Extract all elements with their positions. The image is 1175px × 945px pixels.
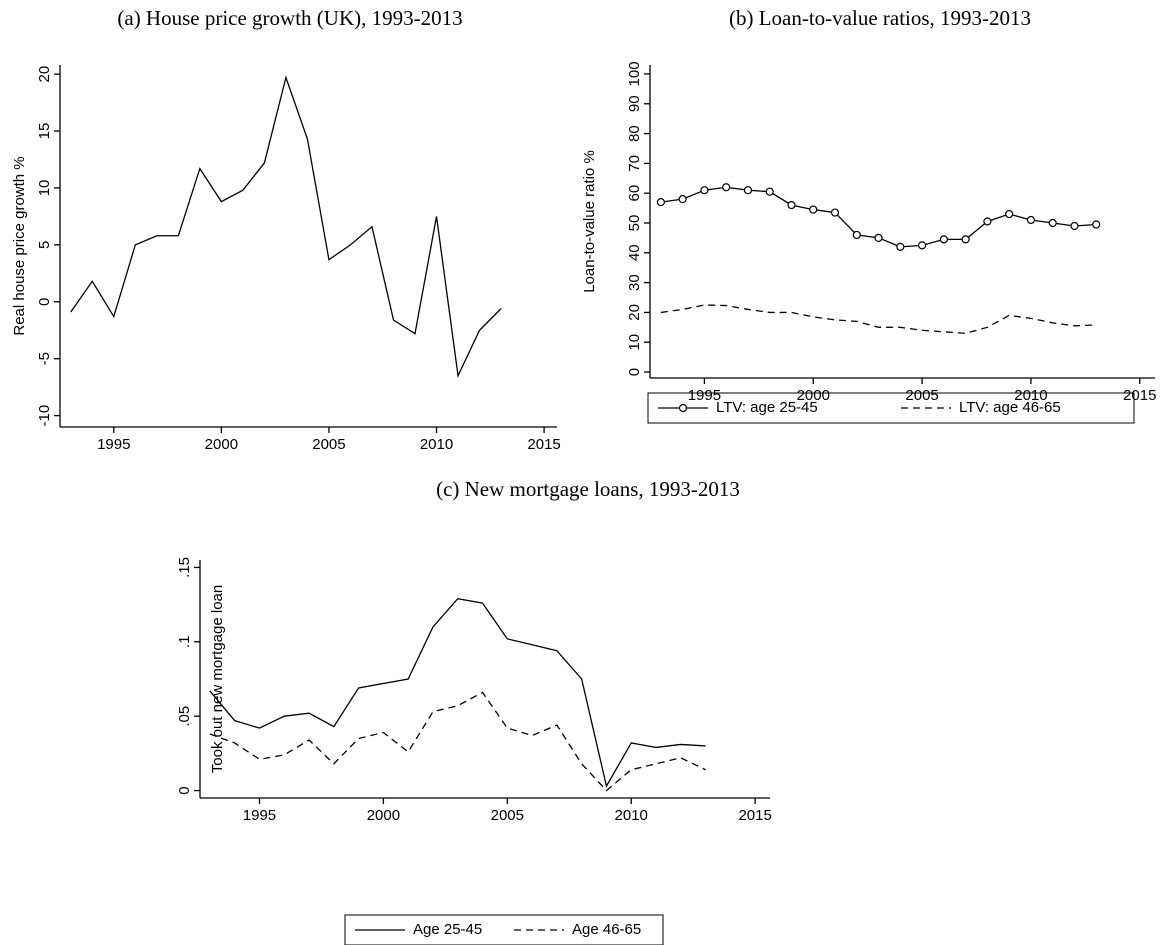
x-tick-label: 2015 (738, 807, 771, 824)
x-tick-label: 2000 (367, 807, 400, 824)
x-tick-label: 2010 (615, 807, 648, 824)
x-tick-label: 2010 (420, 436, 453, 453)
series-marker (896, 242, 905, 251)
y-tick-label: 10 (36, 180, 53, 197)
legend-label: LTV: age 25-45 (716, 399, 818, 416)
y-tick-label: -10 (36, 405, 53, 427)
series-line (70, 75, 502, 379)
series-marker (787, 201, 796, 210)
legend-label: Age 25-45 (413, 921, 482, 938)
chart-title: (b) Loan-to-value ratios, 1993-2013 (729, 6, 1031, 30)
series-marker (961, 235, 970, 244)
x-tick-label: 2010 (1014, 387, 1047, 404)
y-tick-label: .05 (176, 706, 193, 727)
series-marker (983, 217, 992, 226)
series-marker (1070, 221, 1079, 231)
series-marker (743, 186, 753, 195)
y-tick-label: 30 (626, 274, 643, 291)
y-tick-label: 70 (626, 155, 643, 172)
x-tick-label: 2005 (312, 436, 345, 453)
series-marker (1048, 218, 1057, 228)
y-tick-label: 0 (626, 368, 643, 376)
y-tick-label: 10 (626, 334, 643, 351)
series-marker (656, 198, 665, 207)
x-tick-label: 1995 (243, 807, 276, 824)
y-axis-label: Real house price growth % (11, 156, 28, 335)
series-line (660, 304, 1097, 334)
y-tick-label: 60 (626, 185, 643, 202)
series-marker (852, 230, 861, 240)
y-tick-label: 90 (626, 95, 643, 112)
series-line (209, 691, 706, 792)
legend-box (344, 914, 664, 945)
legend-marker (678, 403, 688, 413)
y-tick-label: 100 (626, 61, 643, 86)
x-tick-label: 2000 (205, 436, 238, 453)
series-marker (1092, 220, 1101, 229)
series-marker (809, 205, 818, 214)
x-tick-label: 2015 (1123, 387, 1156, 404)
x-tick-label: 1995 (97, 436, 130, 453)
series-marker (678, 195, 687, 204)
y-tick-label: 40 (626, 244, 643, 261)
legend-label: LTV: age 46-65 (959, 399, 1061, 416)
legend-box (647, 392, 1135, 424)
x-tick-label: 1995 (688, 387, 721, 404)
x-tick-label: 2005 (491, 807, 524, 824)
y-tick-label: 5 (36, 241, 53, 249)
series-marker (1005, 209, 1014, 219)
y-tick-label: 15 (36, 123, 53, 140)
chart-title: (a) House price growth (UK), 1993-2013 (117, 6, 462, 30)
series-marker (830, 208, 840, 217)
x-tick-label: 2015 (527, 436, 560, 453)
series-line (209, 597, 706, 788)
y-tick-label: .1 (176, 636, 193, 649)
x-tick-label: 2005 (905, 387, 938, 404)
x-tick-label: 2000 (797, 387, 830, 404)
legend-label: Age 46-65 (572, 921, 641, 938)
y-tick-label: 20 (626, 304, 643, 321)
chart-title: (c) New mortgage loans, 1993-2013 (436, 477, 740, 501)
series-marker (939, 235, 948, 244)
series-marker (722, 183, 731, 192)
y-tick-label: 20 (36, 66, 53, 83)
y-tick-label: 0 (176, 786, 193, 794)
series-marker (1026, 215, 1036, 225)
y-tick-label: .15 (176, 557, 193, 578)
y-tick-label: -5 (36, 352, 53, 365)
y-tick-label: 50 (626, 215, 643, 232)
series-marker (765, 187, 774, 196)
y-tick-label: 0 (36, 298, 53, 306)
y-axis-label: Took out new mortgage loan (209, 585, 226, 773)
y-tick-label: 80 (626, 125, 643, 142)
series-marker (917, 241, 927, 250)
y-axis-label: Loan-to-value ratio % (581, 150, 598, 293)
series-marker (874, 233, 883, 242)
series-marker (700, 186, 709, 195)
